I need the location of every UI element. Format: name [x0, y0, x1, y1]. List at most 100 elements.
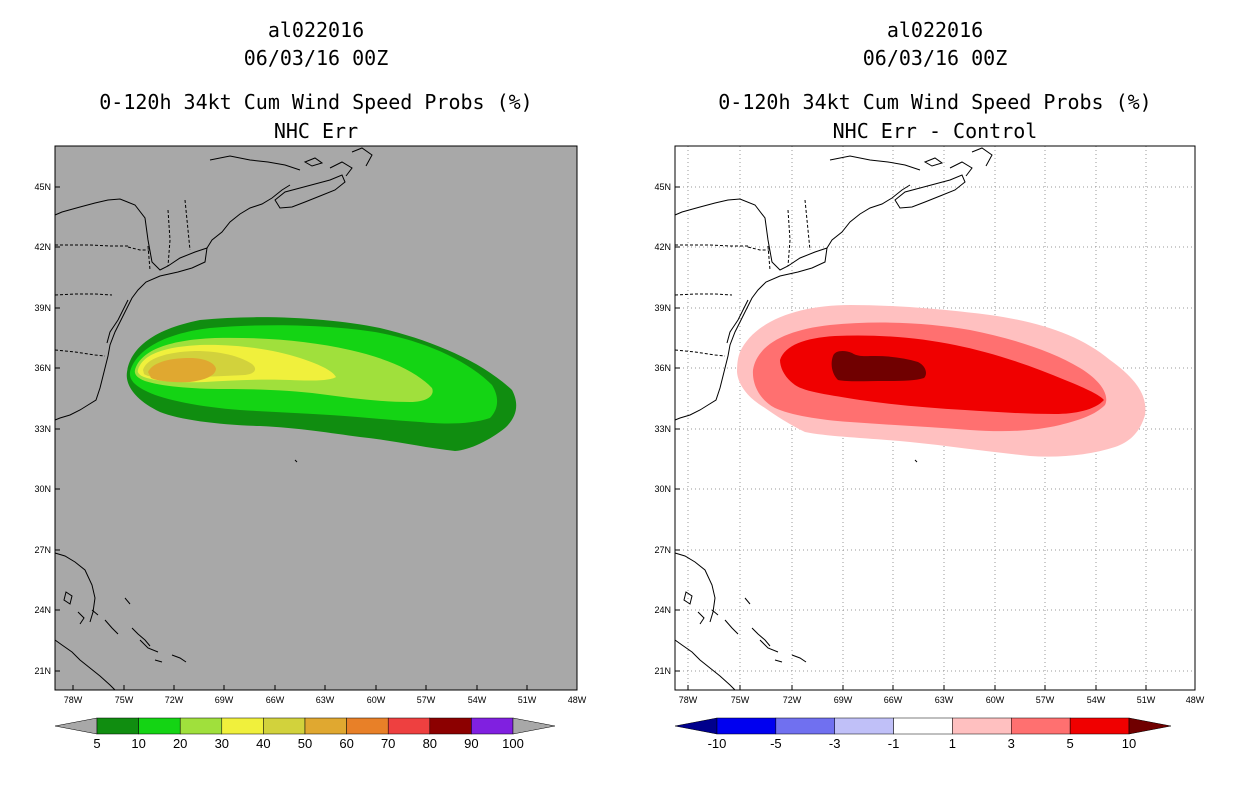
lat-label: 39N — [654, 303, 671, 313]
coastline — [683, 591, 693, 605]
lat-label: 33N — [34, 424, 51, 434]
colorbar-label: 40 — [256, 736, 270, 751]
coastline — [209, 155, 301, 171]
lon-label: 78W — [679, 695, 698, 705]
lon-label: 54W — [468, 695, 487, 705]
state-border — [767, 245, 771, 271]
coastline — [726, 299, 749, 344]
island — [914, 459, 918, 463]
coastline — [171, 654, 187, 663]
lat-label: 33N — [654, 424, 671, 434]
colorbar-label: 80 — [423, 736, 437, 751]
lat-label: 42N — [34, 242, 51, 252]
lat-label: 45N — [654, 182, 671, 192]
coastline — [949, 161, 973, 177]
state-border — [55, 244, 128, 247]
lat-label: 24N — [34, 605, 51, 615]
island — [294, 459, 298, 463]
coastline — [351, 147, 373, 167]
coastline — [77, 611, 85, 625]
coastline — [697, 611, 705, 625]
lat-label: 30N — [34, 484, 51, 494]
colorbar-swatch — [834, 717, 894, 735]
colorbar-label: 90 — [464, 736, 478, 751]
left-axis-ticks: 45N 42N 39N 36N 33N 30N 27N 24N 21N 78W 75W 72W 69W 6… — [34, 182, 586, 705]
colorbar-low-arrow — [675, 717, 718, 735]
coastline — [751, 627, 771, 647]
coastline — [91, 609, 99, 616]
left-map: 45N 42N 39N 36N 33N 30N 27N 24N 21N 78W 75W 72W 69W 6… — [34, 145, 587, 705]
lat-label: 24N — [654, 605, 671, 615]
colorbar-label: -10 — [708, 736, 727, 751]
lon-label: 72W — [165, 695, 184, 705]
colorbar-swatch — [304, 717, 347, 735]
colorbar-swatch — [716, 717, 777, 735]
coastline — [329, 161, 353, 177]
right-product-title: 0-120h 34kt Cum Wind Speed Probs (%) — [718, 90, 1152, 114]
coastline — [106, 299, 129, 344]
contour-10 — [831, 351, 926, 382]
lat-label: 30N — [654, 484, 671, 494]
right-map-frame — [674, 145, 1196, 691]
colorbar-label: 5 — [1067, 736, 1074, 751]
state-border — [674, 293, 733, 296]
coastline — [63, 591, 73, 605]
right-axis-ticks: 45N 42N 39N 36N 33N 30N 27N 24N 21N 78W 75W 72W 69W 6… — [654, 182, 1204, 705]
coastline — [759, 639, 779, 653]
lon-label: 75W — [115, 695, 134, 705]
lon-label: 51W — [1137, 695, 1156, 705]
colorbar-label: 30 — [215, 736, 229, 751]
coastline — [923, 157, 944, 167]
state-border — [167, 209, 171, 267]
colorbar-swatch — [775, 717, 835, 735]
coastline — [971, 147, 993, 167]
right-subtitle: NHC Err - Control — [832, 119, 1038, 143]
coastline — [124, 597, 131, 605]
coastline — [724, 619, 739, 635]
left-colorbar: 5 10 20 30 40 50 60 70 80 90 100 — [55, 717, 556, 751]
colorbar-swatch — [179, 717, 223, 735]
state-border — [184, 199, 191, 251]
lon-label: 60W — [367, 695, 386, 705]
left-subtitle: NHC Err — [273, 119, 359, 143]
left-product-title: 0-120h 34kt Cum Wind Speed Probs (%) — [99, 90, 533, 114]
state-border — [675, 244, 748, 247]
state-border — [747, 246, 770, 251]
coastline — [139, 639, 159, 653]
coastline — [54, 552, 96, 623]
coastline — [104, 619, 119, 635]
colorbar-swatch — [1069, 717, 1130, 735]
colorbar-swatch — [96, 717, 139, 735]
colorbar-label: 50 — [298, 736, 312, 751]
lon-label: 69W — [834, 695, 853, 705]
colorbar-swatch — [138, 717, 181, 735]
coastline — [54, 198, 208, 421]
colorbar-low-arrow — [55, 717, 98, 735]
lat-label: 36N — [34, 363, 51, 373]
colorbar-swatch — [346, 717, 389, 735]
lon-label: 66W — [884, 695, 903, 705]
lat-label: 21N — [34, 666, 51, 676]
lon-label: 75W — [731, 695, 750, 705]
coastline — [894, 174, 966, 209]
state-border — [787, 209, 791, 267]
state-border — [804, 199, 811, 251]
coastline — [674, 552, 716, 623]
coastline — [131, 627, 151, 647]
colorbar-label: 20 — [173, 736, 187, 751]
coastline — [711, 609, 719, 616]
lat-label: 42N — [654, 242, 671, 252]
left-storm-id: al022016 — [267, 18, 365, 42]
colorbar-high-arrow — [512, 717, 556, 735]
colorbar-label: 100 — [502, 736, 524, 751]
contour-50 — [148, 358, 216, 383]
right-map: 45N 42N 39N 36N 33N 30N 27N 24N 21N 78W 75W 72W 69W 6… — [654, 145, 1205, 705]
coastline — [274, 174, 346, 209]
colorbar-label: 60 — [339, 736, 353, 751]
lon-label: 57W — [1036, 695, 1055, 705]
colorbar-label: 3 — [1008, 736, 1015, 751]
left-probability-fill — [126, 317, 517, 451]
colorbar-label: 10 — [1122, 736, 1136, 751]
coastline — [826, 184, 911, 249]
colorbar-label: -5 — [770, 736, 782, 751]
